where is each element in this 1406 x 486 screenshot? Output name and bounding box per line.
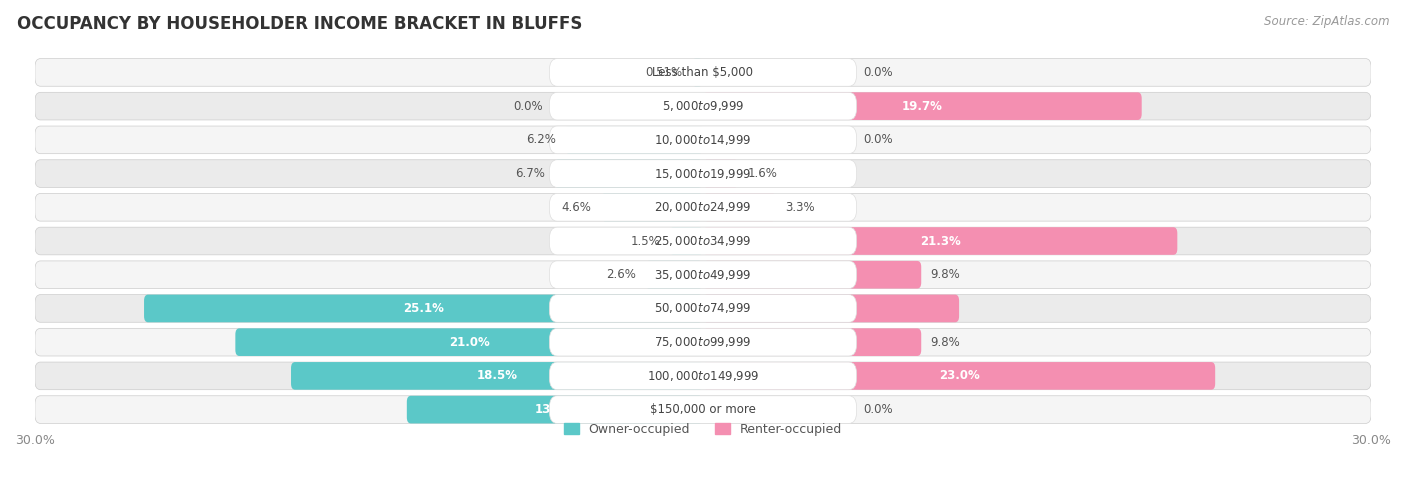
Text: 9.8%: 9.8% — [931, 268, 960, 281]
FancyBboxPatch shape — [703, 362, 1215, 390]
Text: 2.6%: 2.6% — [606, 268, 636, 281]
FancyBboxPatch shape — [550, 261, 856, 289]
FancyBboxPatch shape — [554, 160, 703, 188]
FancyBboxPatch shape — [550, 362, 856, 390]
FancyBboxPatch shape — [692, 59, 703, 86]
FancyBboxPatch shape — [550, 295, 856, 322]
FancyBboxPatch shape — [550, 329, 856, 356]
FancyBboxPatch shape — [35, 59, 1371, 86]
Text: 25.1%: 25.1% — [404, 302, 444, 315]
Text: 13.3%: 13.3% — [534, 403, 575, 416]
FancyBboxPatch shape — [35, 193, 1371, 221]
Text: 0.0%: 0.0% — [863, 66, 893, 79]
FancyBboxPatch shape — [550, 396, 856, 423]
FancyBboxPatch shape — [35, 160, 1371, 188]
Text: 6.7%: 6.7% — [515, 167, 546, 180]
FancyBboxPatch shape — [600, 193, 703, 221]
Text: 23.0%: 23.0% — [939, 369, 980, 382]
FancyBboxPatch shape — [703, 329, 921, 356]
Text: 1.5%: 1.5% — [631, 235, 661, 247]
Text: $25,000 to $34,999: $25,000 to $34,999 — [654, 234, 752, 248]
FancyBboxPatch shape — [550, 160, 856, 188]
Text: OCCUPANCY BY HOUSEHOLDER INCOME BRACKET IN BLUFFS: OCCUPANCY BY HOUSEHOLDER INCOME BRACKET … — [17, 15, 582, 33]
Text: $5,000 to $9,999: $5,000 to $9,999 — [662, 99, 744, 113]
Text: $20,000 to $24,999: $20,000 to $24,999 — [654, 200, 752, 214]
Text: 0.51%: 0.51% — [645, 66, 683, 79]
Text: 21.0%: 21.0% — [449, 336, 489, 348]
Text: $35,000 to $49,999: $35,000 to $49,999 — [654, 268, 752, 282]
FancyBboxPatch shape — [703, 160, 738, 188]
Text: 9.8%: 9.8% — [931, 336, 960, 348]
FancyBboxPatch shape — [703, 261, 921, 289]
Text: $100,000 to $149,999: $100,000 to $149,999 — [647, 369, 759, 383]
Text: 3.3%: 3.3% — [786, 201, 815, 214]
Text: 21.3%: 21.3% — [920, 235, 960, 247]
Legend: Owner-occupied, Renter-occupied: Owner-occupied, Renter-occupied — [558, 417, 848, 441]
FancyBboxPatch shape — [35, 126, 1371, 154]
FancyBboxPatch shape — [703, 193, 776, 221]
FancyBboxPatch shape — [35, 92, 1371, 120]
Text: 0.0%: 0.0% — [513, 100, 543, 113]
FancyBboxPatch shape — [143, 295, 703, 322]
FancyBboxPatch shape — [550, 126, 856, 154]
FancyBboxPatch shape — [550, 59, 856, 86]
FancyBboxPatch shape — [703, 92, 1142, 120]
FancyBboxPatch shape — [703, 227, 1177, 255]
Text: $150,000 or more: $150,000 or more — [650, 403, 756, 416]
Text: $50,000 to $74,999: $50,000 to $74,999 — [654, 301, 752, 315]
FancyBboxPatch shape — [550, 227, 856, 255]
FancyBboxPatch shape — [291, 362, 703, 390]
Text: 1.6%: 1.6% — [748, 167, 778, 180]
FancyBboxPatch shape — [406, 396, 703, 423]
Text: 6.2%: 6.2% — [526, 133, 555, 146]
FancyBboxPatch shape — [35, 261, 1371, 289]
Text: 18.5%: 18.5% — [477, 369, 517, 382]
FancyBboxPatch shape — [35, 396, 1371, 423]
Text: 19.7%: 19.7% — [901, 100, 943, 113]
Text: $15,000 to $19,999: $15,000 to $19,999 — [654, 167, 752, 181]
FancyBboxPatch shape — [35, 362, 1371, 390]
Text: $75,000 to $99,999: $75,000 to $99,999 — [654, 335, 752, 349]
FancyBboxPatch shape — [235, 329, 703, 356]
Text: Less than $5,000: Less than $5,000 — [652, 66, 754, 79]
FancyBboxPatch shape — [550, 92, 856, 120]
Text: Source: ZipAtlas.com: Source: ZipAtlas.com — [1264, 15, 1389, 28]
FancyBboxPatch shape — [35, 295, 1371, 322]
Text: 11.5%: 11.5% — [811, 302, 852, 315]
Text: $10,000 to $14,999: $10,000 to $14,999 — [654, 133, 752, 147]
FancyBboxPatch shape — [669, 227, 703, 255]
FancyBboxPatch shape — [645, 261, 703, 289]
Text: 4.6%: 4.6% — [562, 201, 592, 214]
Text: 0.0%: 0.0% — [863, 403, 893, 416]
FancyBboxPatch shape — [35, 227, 1371, 255]
Text: 0.0%: 0.0% — [863, 133, 893, 146]
FancyBboxPatch shape — [565, 126, 703, 154]
FancyBboxPatch shape — [703, 295, 959, 322]
FancyBboxPatch shape — [550, 193, 856, 221]
FancyBboxPatch shape — [35, 329, 1371, 356]
